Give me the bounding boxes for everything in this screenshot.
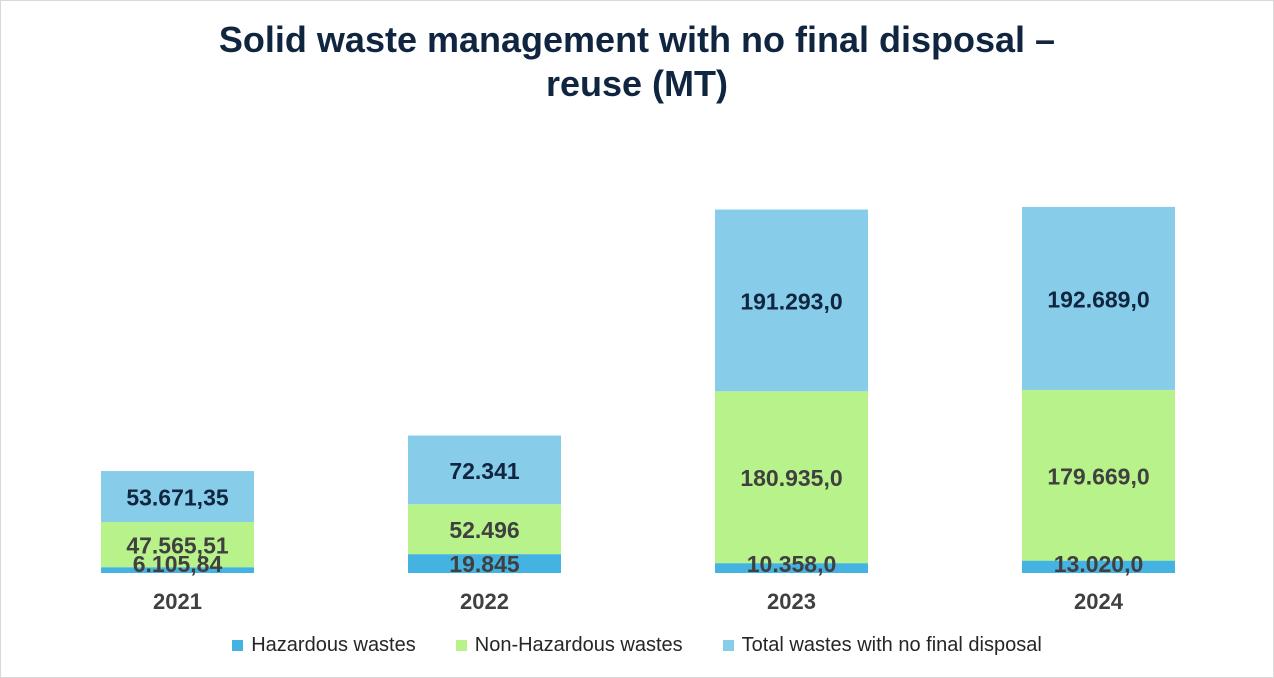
data-label-2023-series-2: 191.293,0 [740, 288, 842, 314]
x-tick-label-2021: 2021 [153, 589, 202, 614]
data-label-2022-series-0: 19.845 [449, 551, 520, 577]
bar-2021-series-1 [101, 522, 254, 568]
x-tick-label-2024: 2024 [1074, 589, 1124, 614]
legend-item-hazardous: Hazardous wastes [232, 634, 416, 657]
data-label-2024-series-1: 179.669,0 [1047, 463, 1149, 489]
chart-title: Solid waste management with no final dis… [0, 18, 1274, 106]
chart-legend: Hazardous wastes Non-Hazardous wastes To… [0, 634, 1274, 657]
bar-2021-series-2 [101, 471, 254, 523]
data-label-2024-series-2: 192.689,0 [1047, 286, 1149, 312]
x-tick-label-2022: 2022 [460, 589, 509, 614]
legend-label-hazardous: Hazardous wastes [251, 634, 416, 656]
legend-label-total: Total wastes with no final disposal [741, 634, 1042, 656]
bar-2023-series-1 [715, 391, 868, 564]
bar-2024-series-0 [1022, 560, 1175, 573]
legend-item-non-hazardous: Non-Hazardous wastes [455, 634, 683, 657]
data-label-2024-series-0: 13.020,0 [1054, 551, 1144, 577]
bar-2024-series-1 [1022, 389, 1175, 561]
chart-title-line-1: Solid waste management with no final dis… [218, 19, 1056, 60]
bar-2022-series-1 [408, 504, 561, 555]
bar-2024-series-2 [1022, 206, 1175, 390]
data-label-2023-series-0: 10.358,0 [747, 551, 837, 577]
legend-item-total: Total wastes with no final disposal [722, 634, 1042, 657]
legend-swatch-non-hazardous [455, 640, 467, 651]
legend-swatch-hazardous [232, 640, 244, 651]
data-label-2021-series-0: 6.105,84 [133, 551, 223, 577]
bar-2022-series-2 [408, 435, 561, 505]
data-label-2022-series-2: 72.341 [449, 458, 520, 484]
data-label-2023-series-1: 180.935,0 [740, 465, 842, 491]
x-tick-label-2023: 2023 [767, 589, 816, 614]
bar-2023-series-2 [715, 209, 868, 392]
data-label-2021-series-1: 47.565,51 [126, 533, 229, 559]
data-label-2022-series-1: 52.496 [449, 517, 519, 543]
bar-2021-series-0 [101, 567, 254, 573]
legend-label-non-hazardous: Non-Hazardous wastes [474, 634, 683, 656]
bar-2023-series-0 [715, 563, 868, 573]
data-label-2021-series-2: 53.671,35 [126, 485, 229, 511]
bar-2022-series-0 [408, 554, 561, 573]
chart-title-line-2: reuse (MT) [545, 63, 729, 104]
legend-swatch-total [722, 640, 734, 651]
